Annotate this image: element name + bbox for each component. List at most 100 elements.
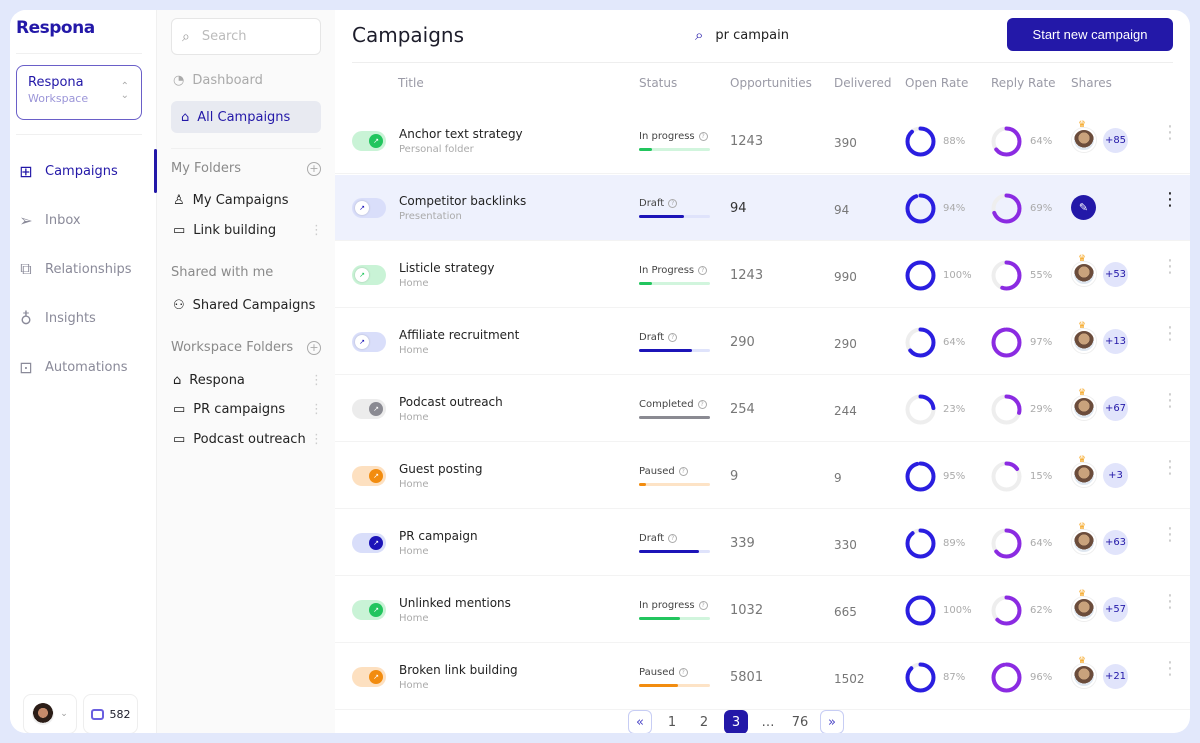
nav-all-campaigns[interactable]: ⌂ All Campaigns xyxy=(171,101,321,133)
grid-icon: ⊞ xyxy=(19,161,33,181)
more-options-icon[interactable]: ⋮ xyxy=(1161,189,1179,210)
nav-campaigns[interactable]: ⊞ Campaigns xyxy=(16,161,118,181)
table-row[interactable]: ↗ PR campaign Home Draft? 339 330 89% 64% ♛ +63 ⋮ xyxy=(335,510,1190,576)
primary-sidebar: Respona Respona Workspace ⌃ ⌄ ⊞ Campaigns ➢… xyxy=(10,10,157,733)
campaign-toggle[interactable]: ↗ xyxy=(352,332,386,352)
page-button[interactable]: 76 xyxy=(791,714,809,730)
more-icon[interactable]: ⋮ xyxy=(310,223,323,238)
campaign-name[interactable]: Listicle strategy xyxy=(399,261,495,275)
table-row[interactable]: ↗ Anchor text strategy Personal folder In p… xyxy=(335,108,1190,174)
campaign-name[interactable]: PR campaign xyxy=(399,529,478,543)
edit-icon[interactable]: ✎ xyxy=(1071,195,1096,220)
table-row[interactable]: ↗ Podcast outreach Home Completed? 254 244 23%… xyxy=(335,376,1190,442)
shares-count[interactable]: +3 xyxy=(1103,463,1128,488)
campaign-toggle[interactable]: ↗ xyxy=(352,466,386,486)
campaign-toggle[interactable]: ↗ xyxy=(352,667,386,687)
start-new-campaign-button[interactable]: Start new campaign xyxy=(1007,18,1173,51)
page-button[interactable]: 3 xyxy=(724,710,748,733)
shares-count[interactable]: +67 xyxy=(1103,396,1128,421)
ring-value xyxy=(991,528,1022,559)
delivered-count: 1502 xyxy=(834,672,865,686)
campaign-name[interactable]: Unlinked mentions xyxy=(399,596,511,610)
opportunities-count: 94 xyxy=(730,201,747,216)
campaign-toggle[interactable]: ↗ xyxy=(352,399,386,419)
shares-count[interactable]: +13 xyxy=(1103,329,1128,354)
nav-insights[interactable]: ♁ Insights xyxy=(16,308,96,328)
help-icon[interactable]: ? xyxy=(698,131,708,141)
help-icon[interactable]: ? xyxy=(668,198,678,208)
help-icon[interactable]: ? xyxy=(697,399,707,409)
help-icon[interactable]: ? xyxy=(678,466,688,476)
column-header-status[interactable]: Status xyxy=(639,76,678,90)
next-page-button[interactable]: » xyxy=(820,710,844,733)
more-options-icon[interactable]: ⋮ xyxy=(1161,256,1179,277)
add-folder-icon[interactable]: + xyxy=(307,340,321,355)
help-icon[interactable]: ? xyxy=(698,600,708,610)
nav-relationships[interactable]: ⧉ Relationships xyxy=(16,259,131,279)
more-icon[interactable]: ⋮ xyxy=(310,402,323,417)
campaign-toggle[interactable]: ↗ xyxy=(352,198,386,218)
campaign-toggle[interactable]: ↗ xyxy=(352,600,386,620)
status-text: In Progress xyxy=(639,265,695,276)
campaign-name[interactable]: Competitor backlinks xyxy=(399,194,527,208)
more-icon[interactable]: ⋮ xyxy=(310,432,323,447)
campaign-toggle[interactable]: ↗ xyxy=(352,265,386,285)
campaign-toggle[interactable]: ↗ xyxy=(352,131,386,151)
folder-item[interactable]: ▭ PR campaigns ⋮ xyxy=(173,402,323,417)
user-menu-button[interactable]: ⌄ xyxy=(23,694,77,733)
ring-value xyxy=(905,528,936,559)
prev-page-button[interactable]: « xyxy=(628,710,652,733)
workspace-switcher[interactable]: Respona Workspace ⌃ ⌄ xyxy=(16,65,142,120)
more-options-icon[interactable]: ⋮ xyxy=(1161,390,1179,411)
section-heading: Workspace Folders + xyxy=(171,340,321,355)
table-row[interactable]: ↗ Competitor backlinks Presentation Draft? 9… xyxy=(335,175,1190,241)
help-icon[interactable]: ? xyxy=(678,667,688,677)
folder-item[interactable]: ⌂ Respona ⋮ xyxy=(173,373,323,388)
campaign-name[interactable]: Affiliate recruitment xyxy=(399,328,520,342)
campaign-name[interactable]: Broken link building xyxy=(399,663,518,677)
campaign-search-input[interactable]: ⌕ pr campain xyxy=(695,26,789,44)
folder-item[interactable]: ▭ Link building ⋮ xyxy=(173,223,323,238)
nav-automations[interactable]: ⊡ Automations xyxy=(16,357,128,377)
table-row[interactable]: ↗ Affiliate recruitment Home Draft? 290 290 64… xyxy=(335,309,1190,375)
wallet-icon xyxy=(90,708,104,720)
table-row[interactable]: ↗ Unlinked mentions Home In progress? 1032 66… xyxy=(335,577,1190,643)
more-icon[interactable]: ⋮ xyxy=(310,373,323,388)
more-options-icon[interactable]: ⋮ xyxy=(1161,591,1179,612)
shares-count[interactable]: +57 xyxy=(1103,597,1128,622)
campaign-name[interactable]: Podcast outreach xyxy=(399,395,503,409)
more-options-icon[interactable]: ⋮ xyxy=(1161,122,1179,143)
folder-item[interactable]: ♙ My Campaigns xyxy=(173,193,323,208)
campaign-name[interactable]: Anchor text strategy xyxy=(399,127,523,141)
shares-count[interactable]: +85 xyxy=(1103,128,1128,153)
add-folder-icon[interactable]: + xyxy=(307,161,321,176)
shares-count[interactable]: +21 xyxy=(1103,664,1128,689)
table-row[interactable]: ↗ Listicle strategy Home In Progress? 1243 99… xyxy=(335,242,1190,308)
nav-label: Automations xyxy=(45,359,128,375)
more-options-icon[interactable]: ⋮ xyxy=(1161,323,1179,344)
folder-icon: ▭ xyxy=(173,432,186,447)
shares-count[interactable]: +63 xyxy=(1103,530,1128,555)
more-options-icon[interactable]: ⋮ xyxy=(1161,524,1179,545)
help-icon[interactable]: ? xyxy=(698,265,708,275)
table-row[interactable]: ↗ Broken link building Home Paused? 5801 1502… xyxy=(335,644,1190,710)
more-options-icon[interactable]: ⋮ xyxy=(1161,457,1179,478)
more-options-icon[interactable]: ⋮ xyxy=(1161,658,1179,679)
label: Dashboard xyxy=(192,73,263,88)
folder-item[interactable]: ⚇ Shared Campaigns xyxy=(173,298,323,313)
help-icon[interactable]: ? xyxy=(668,533,678,543)
nav-dashboard[interactable]: ◔ Dashboard xyxy=(173,73,323,88)
credits-button[interactable]: 582 xyxy=(83,694,138,733)
shares-count[interactable]: +53 xyxy=(1103,262,1128,287)
folder-search-input[interactable]: ⌕ Search xyxy=(171,18,321,55)
campaign-name[interactable]: Guest posting xyxy=(399,462,483,476)
page-button[interactable]: 2 xyxy=(699,714,709,730)
help-icon[interactable]: ? xyxy=(668,332,678,342)
nav-inbox[interactable]: ➢ Inbox xyxy=(16,210,80,230)
folder-item[interactable]: ▭ Podcast outreach ⋮ xyxy=(173,432,323,447)
divider xyxy=(171,148,321,149)
owner-avatar xyxy=(1072,396,1096,420)
campaign-toggle[interactable]: ↗ xyxy=(352,533,386,553)
table-row[interactable]: ↗ Guest posting Home Paused? 9 9 95% 15% ♛ +3 ⋮ xyxy=(335,443,1190,509)
page-button[interactable]: 1 xyxy=(667,714,677,730)
